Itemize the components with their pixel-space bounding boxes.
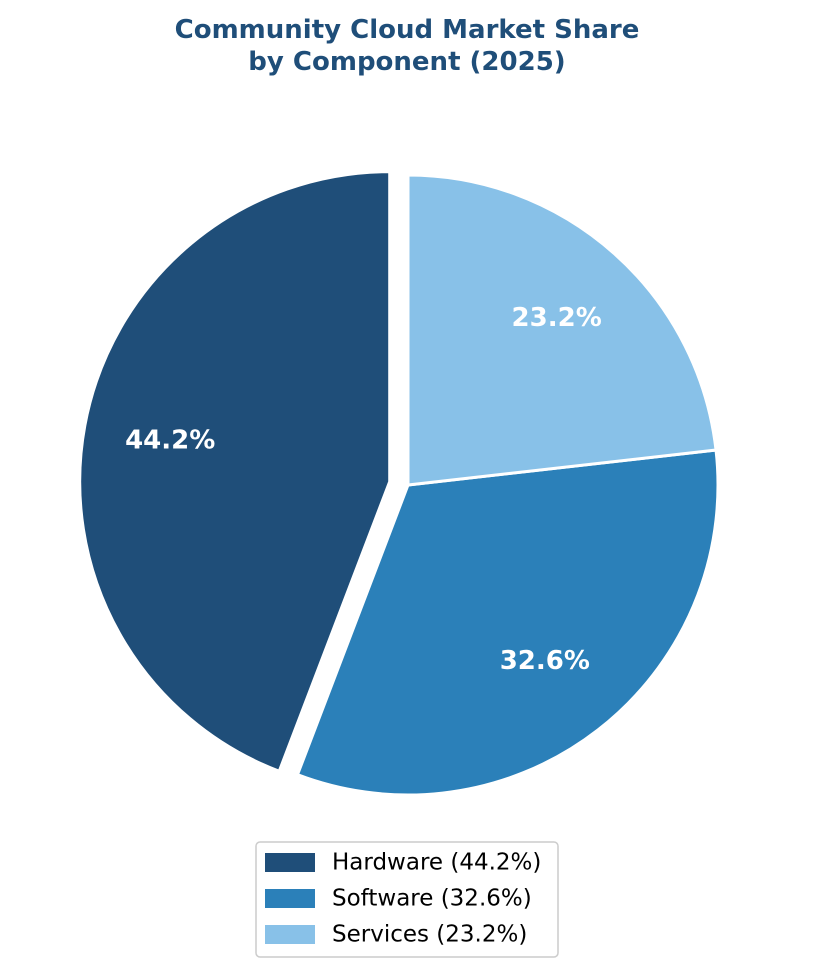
chart-title: Community Cloud Market Share by Componen…: [0, 14, 814, 78]
legend-swatch: [265, 925, 315, 944]
legend-swatch: [265, 889, 315, 908]
legend-label: Services (23.2%): [332, 922, 527, 948]
legend-label: Hardware (44.2%): [332, 850, 541, 876]
pie-slice: [406, 173, 718, 487]
legend-box: [255, 841, 559, 958]
title-line: Community Cloud Market Share: [174, 15, 640, 45]
value-label: 32.6%: [500, 646, 590, 676]
pie-slice: [295, 448, 720, 797]
legend-swatch: [265, 853, 315, 872]
pie-slice: [78, 170, 392, 774]
legend-label: Software (32.6%): [332, 886, 532, 912]
value-label: 23.2%: [512, 303, 602, 333]
title-line: by Component (2025): [248, 47, 566, 77]
value-label: 44.2%: [125, 426, 215, 456]
